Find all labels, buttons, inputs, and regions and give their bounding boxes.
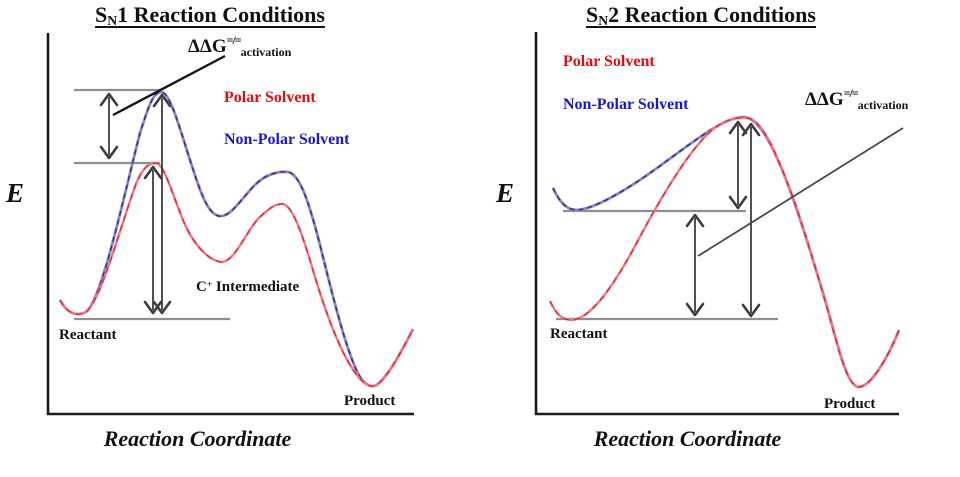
sn2-polar-solvent-curve-dash bbox=[549, 117, 900, 388]
sn1-reactant-label: Reactant bbox=[59, 327, 117, 343]
sn1-title: SN1 Reaction Conditions bbox=[70, 2, 350, 29]
sn1-title-s: S bbox=[95, 2, 108, 27]
sn2-y-axis-label: E bbox=[496, 178, 515, 208]
sn2-title-rest: 2 Reaction Conditions bbox=[608, 2, 816, 27]
sn1-ddg-superscript: =/= bbox=[226, 33, 242, 47]
sn2-activation-arrowhead-down-0 bbox=[728, 195, 748, 210]
sn1-axes bbox=[46, 33, 414, 416]
sn1-activation-arrowhead-up-2 bbox=[143, 165, 163, 180]
sn1-intermediate-base: C bbox=[196, 279, 207, 295]
sn2-activation-arrowhead-up-2 bbox=[741, 122, 761, 137]
sn2-reactant-label: Reactant bbox=[550, 326, 608, 342]
sn2-activation-arrowhead-up-0 bbox=[728, 120, 748, 135]
sn1-y-axis-label: E bbox=[6, 178, 25, 208]
sn2-ddg-superscript: =/= bbox=[843, 86, 859, 100]
sn2-title: SN2 Reaction Conditions bbox=[556, 2, 846, 29]
sn1-ddg-base: ΔΔG bbox=[188, 36, 227, 57]
sn2-legend-polar-solvent: Polar Solvent bbox=[563, 53, 655, 70]
sn2-polar-solvent-curve bbox=[548, 116, 901, 389]
sn2-activation-arrowhead-up-1 bbox=[685, 213, 705, 228]
sn1-title-rest: 1 Reaction Conditions bbox=[117, 2, 325, 27]
sn1-ddg-pointer-line bbox=[112, 54, 226, 117]
sn2-nonpolar-solvent-curve bbox=[551, 115, 901, 389]
sn2-ddg-subscript: activation bbox=[857, 98, 909, 112]
sn2-activation-arrowhead-down-1 bbox=[685, 302, 705, 317]
sn1-activation-arrowhead-up-1 bbox=[152, 93, 172, 108]
sn2-activation-arrowhead-down-2 bbox=[741, 303, 761, 318]
sn1-intermediate-charge: + bbox=[206, 279, 213, 290]
sn1-ddg-activation-label: ΔΔG=/=activation bbox=[188, 33, 291, 60]
sn2-ddg-pointer-line bbox=[697, 127, 904, 257]
sn1-x-axis-label: Reaction Coordinate bbox=[103, 426, 292, 451]
sn1-ddg-subscript: activation bbox=[240, 45, 292, 59]
sn1-activation-arrowhead-up-0 bbox=[99, 92, 119, 107]
sn1-intermediate-rest: Intermediate bbox=[212, 279, 300, 295]
sn1-intermediate-label: C+ Intermediate bbox=[196, 279, 299, 296]
sn2-x-axis-label: Reaction Coordinate bbox=[593, 426, 782, 451]
sn1-activation-arrowhead-down-1 bbox=[152, 300, 172, 315]
sn2-ddg-base: ΔΔG bbox=[805, 89, 844, 110]
sn2-axes bbox=[534, 32, 899, 416]
sn2-ddg-activation-label: ΔΔG=/=activation bbox=[805, 86, 908, 113]
sn2-nonpolar-solvent-curve-dash bbox=[552, 116, 900, 388]
sn1-activation-arrowhead-down-2 bbox=[143, 300, 163, 315]
sn1-legend-polar-solvent: Polar Solvent bbox=[224, 89, 316, 106]
sn2-legend-nonpolar-solvent: Non-Polar Solvent bbox=[563, 96, 689, 113]
sn1-activation-arrowhead-down-0 bbox=[99, 145, 119, 160]
sn1-legend-nonpolar-solvent: Non-Polar Solvent bbox=[224, 131, 350, 148]
sn1-polar-solvent-curve bbox=[58, 161, 415, 388]
sn1-nonpolar-solvent-curve-dash bbox=[59, 91, 414, 387]
sn2-title-s: S bbox=[586, 2, 599, 27]
sn2-product-label: Product bbox=[824, 396, 876, 412]
sn2-title-subscript: N bbox=[598, 13, 609, 28]
sn1-polar-solvent-curve-dash bbox=[59, 162, 414, 387]
sn1-title-subscript: N bbox=[107, 13, 118, 28]
sn1-product-label: Product bbox=[344, 393, 396, 409]
